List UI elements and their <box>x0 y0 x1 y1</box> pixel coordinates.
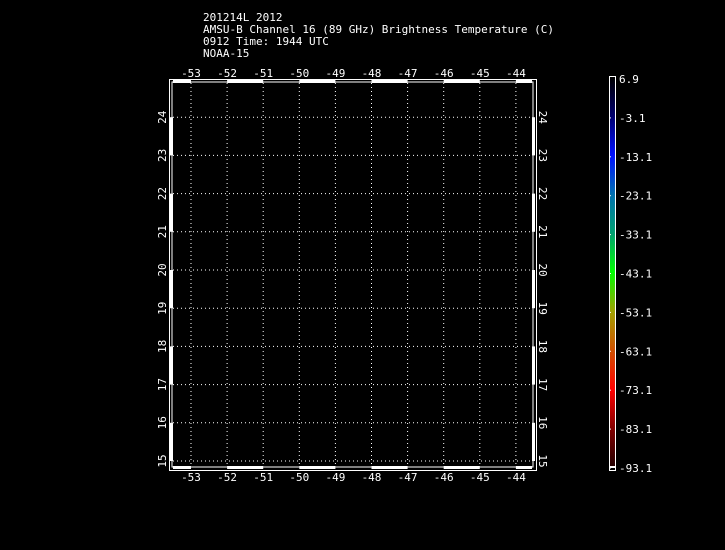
latitude-label-left: 21 <box>156 225 169 238</box>
border-segment <box>532 193 535 232</box>
title-line-product: AMSU-B Channel 16 (89 GHz) Brightness Te… <box>203 23 554 36</box>
longitude-label-bottom: -46 <box>434 471 454 484</box>
longitude-label-bottom: -52 <box>217 471 237 484</box>
latitude-label-left: 24 <box>156 110 169 124</box>
latitude-label-left: 17 <box>156 378 169 391</box>
border-segment <box>299 80 336 83</box>
latitude-label-right: 24 <box>536 111 549 125</box>
border-segment <box>532 422 535 461</box>
latitude-label-right: 21 <box>536 225 549 238</box>
border-segment <box>170 422 173 461</box>
map-frame <box>169 79 537 471</box>
longitude-label-bottom: -51 <box>253 471 273 484</box>
colorbar-label: -13.1 <box>619 151 652 164</box>
inner-frame <box>171 81 534 468</box>
title-line-satellite: NOAA-15 <box>203 47 250 60</box>
longitude-label-top: -47 <box>398 67 418 80</box>
axis-labels: -53 -53 -52 -52 -51 -51 -50 -50 -49 -49 -48 -48 -47 -… <box>156 67 549 484</box>
longitude-label-top: -49 <box>325 67 345 80</box>
border-segment <box>515 466 532 469</box>
border-segment <box>227 466 264 469</box>
longitude-label-top: -52 <box>217 67 237 80</box>
border-segment <box>371 80 408 83</box>
longitude-label-bottom: -49 <box>325 471 345 484</box>
colorbar-label: -53.1 <box>619 306 652 319</box>
latitude-label-right: 17 <box>536 378 549 391</box>
colorbar-label: -93.1 <box>619 462 652 475</box>
longitude-label-bottom: -44 <box>506 471 526 484</box>
latitude-label-right: 22 <box>536 187 549 200</box>
longitude-label-top: -46 <box>434 67 454 80</box>
border-segment <box>532 346 535 385</box>
border-segment <box>515 80 532 83</box>
latitude-label-right: 16 <box>536 416 549 429</box>
map-grid <box>173 83 532 466</box>
border-segment <box>443 466 480 469</box>
latitude-label-left: 15 <box>156 454 169 467</box>
longitude-label-top: -53 <box>181 67 201 80</box>
colorbar-label: -83.1 <box>619 423 652 436</box>
longitude-label-top: -51 <box>253 67 273 80</box>
latitude-label-left: 23 <box>156 149 169 162</box>
longitude-label-bottom: -45 <box>470 471 490 484</box>
longitude-label-bottom: -53 <box>181 471 201 484</box>
colorbar-label: -33.1 <box>619 229 652 242</box>
colorbar-label: -43.1 <box>619 268 652 281</box>
latitude-label-right: 19 <box>536 302 549 315</box>
colorbar: 6.9 -3.1 -13.1 -23.1 -33.1 -43.1 -53.1 -63.1 -73… <box>609 73 652 475</box>
longitude-label-top: -50 <box>289 67 309 80</box>
title-line-time: 0912 Time: 1944 UTC <box>203 35 329 48</box>
border-segment <box>173 80 191 83</box>
border-segment <box>532 117 535 156</box>
colorbar-label: -3.1 <box>619 112 646 125</box>
border-segment <box>170 346 173 385</box>
colorbar-label: -23.1 <box>619 190 652 203</box>
colorbar-label: -63.1 <box>619 345 652 358</box>
border-segment <box>443 80 480 83</box>
latitude-label-left: 16 <box>156 416 169 429</box>
colorbar-gradient <box>610 77 615 468</box>
border-segment <box>170 270 173 309</box>
border-segment <box>299 466 336 469</box>
latitude-label-right: 18 <box>536 340 549 353</box>
border-segment <box>227 80 264 83</box>
title-line-date: 201214L 2012 <box>203 11 283 24</box>
border-segment <box>170 193 173 232</box>
latitude-label-right: 15 <box>536 454 549 467</box>
latitude-label-left: 22 <box>156 187 169 200</box>
longitude-label-top: -45 <box>470 67 490 80</box>
latitude-label-right: 20 <box>536 263 549 276</box>
border-segment <box>170 117 173 156</box>
latitude-label-left: 18 <box>156 340 169 353</box>
longitude-label-top: -48 <box>362 67 382 80</box>
longitude-label-bottom: -47 <box>398 471 418 484</box>
latitude-label-left: 19 <box>156 302 169 315</box>
border-segment <box>173 466 191 469</box>
longitude-label-bottom: -50 <box>289 471 309 484</box>
latitude-label-left: 20 <box>156 263 169 276</box>
colorbar-label: 6.9 <box>619 73 639 86</box>
border-segment <box>371 466 408 469</box>
colorbar-bottom-mark <box>610 466 615 468</box>
longitude-label-top: -44 <box>506 67 526 80</box>
latitude-label-right: 23 <box>536 149 549 162</box>
longitude-label-bottom: -48 <box>362 471 382 484</box>
border-segment <box>532 270 535 309</box>
outer-frame <box>169 79 537 471</box>
colorbar-label: -73.1 <box>619 384 652 397</box>
